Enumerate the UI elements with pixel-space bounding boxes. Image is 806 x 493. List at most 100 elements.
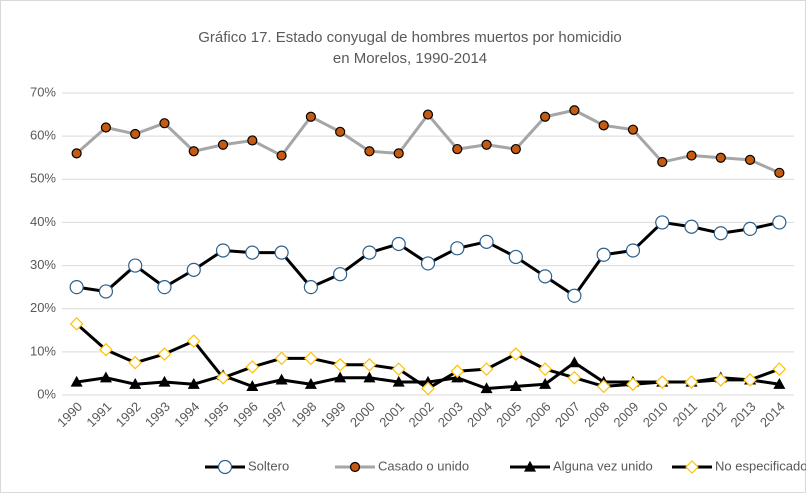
y-tick-label: 60% bbox=[30, 128, 56, 143]
point bbox=[274, 351, 289, 366]
legend-label: Alguna vez unido bbox=[553, 458, 653, 473]
chart-title: Gráfico 17. Estado conyugal de hombres m… bbox=[198, 29, 622, 46]
point bbox=[450, 241, 465, 256]
point bbox=[684, 219, 699, 234]
y-tick-label: 10% bbox=[30, 343, 56, 358]
point bbox=[450, 364, 465, 379]
point bbox=[245, 245, 260, 260]
y-tick-label: 70% bbox=[30, 84, 56, 99]
y-tick-label: 50% bbox=[30, 171, 56, 186]
legend-marker bbox=[217, 459, 233, 475]
point bbox=[480, 382, 493, 394]
point bbox=[335, 126, 346, 137]
point bbox=[715, 152, 726, 163]
point bbox=[743, 373, 757, 387]
point bbox=[363, 371, 376, 383]
point bbox=[540, 111, 551, 122]
point bbox=[275, 373, 288, 385]
point bbox=[508, 249, 523, 265]
point bbox=[567, 288, 582, 303]
point bbox=[217, 139, 229, 150]
point bbox=[216, 370, 230, 385]
point bbox=[596, 379, 611, 394]
point bbox=[247, 135, 258, 146]
point bbox=[392, 375, 405, 387]
point bbox=[772, 215, 787, 230]
point bbox=[744, 154, 756, 165]
point bbox=[655, 215, 670, 230]
point bbox=[510, 143, 521, 155]
y-tick-label: 40% bbox=[30, 214, 56, 229]
point bbox=[713, 373, 728, 387]
point bbox=[274, 245, 289, 260]
point bbox=[539, 377, 552, 389]
legend-marker bbox=[349, 461, 361, 473]
point bbox=[69, 280, 84, 295]
point bbox=[334, 371, 347, 383]
point bbox=[303, 280, 318, 295]
point bbox=[655, 375, 670, 389]
legend-marker bbox=[685, 460, 699, 474]
point bbox=[186, 262, 201, 277]
point bbox=[128, 355, 143, 370]
point bbox=[422, 109, 434, 120]
series bbox=[71, 105, 785, 178]
point bbox=[538, 269, 553, 284]
y-tick-label: 30% bbox=[30, 257, 56, 272]
point bbox=[364, 146, 375, 157]
point bbox=[186, 334, 201, 348]
point bbox=[157, 280, 172, 295]
point bbox=[99, 342, 113, 357]
point bbox=[479, 234, 494, 249]
point bbox=[333, 357, 348, 372]
point bbox=[393, 148, 404, 159]
point bbox=[99, 371, 112, 383]
point bbox=[71, 148, 82, 159]
point bbox=[508, 347, 523, 361]
point bbox=[391, 236, 406, 252]
point bbox=[596, 247, 611, 262]
point bbox=[305, 111, 316, 122]
point bbox=[625, 243, 641, 258]
legend-label: No especificado bbox=[715, 458, 806, 473]
chart-title: en Morelos, 1990-2014 bbox=[333, 50, 487, 67]
point bbox=[479, 362, 494, 376]
point bbox=[304, 351, 318, 366]
point bbox=[100, 122, 112, 133]
point bbox=[188, 146, 199, 157]
point bbox=[362, 245, 377, 260]
series bbox=[69, 215, 787, 303]
point bbox=[598, 120, 609, 131]
point bbox=[684, 375, 699, 389]
point bbox=[158, 375, 171, 387]
legend-label: Soltero bbox=[248, 458, 289, 473]
legend-label: Casado o unido bbox=[378, 458, 469, 473]
point bbox=[538, 362, 552, 376]
point bbox=[742, 221, 758, 236]
point bbox=[773, 377, 786, 389]
point bbox=[333, 267, 348, 282]
legend-marker bbox=[523, 460, 537, 472]
point bbox=[626, 377, 640, 392]
point bbox=[391, 362, 406, 376]
point bbox=[246, 380, 259, 391]
point bbox=[362, 357, 377, 372]
point bbox=[69, 316, 84, 331]
point bbox=[481, 139, 492, 150]
point bbox=[129, 377, 142, 389]
point bbox=[627, 124, 639, 135]
point bbox=[774, 167, 785, 178]
point bbox=[567, 370, 582, 385]
point bbox=[128, 258, 143, 273]
y-tick-label: 0% bbox=[37, 386, 56, 401]
point bbox=[420, 256, 436, 271]
point bbox=[276, 150, 287, 161]
point bbox=[98, 284, 114, 299]
y-tick-label: 20% bbox=[30, 300, 56, 315]
point bbox=[70, 375, 83, 387]
point bbox=[421, 381, 435, 396]
point bbox=[686, 150, 697, 161]
point bbox=[130, 128, 141, 140]
